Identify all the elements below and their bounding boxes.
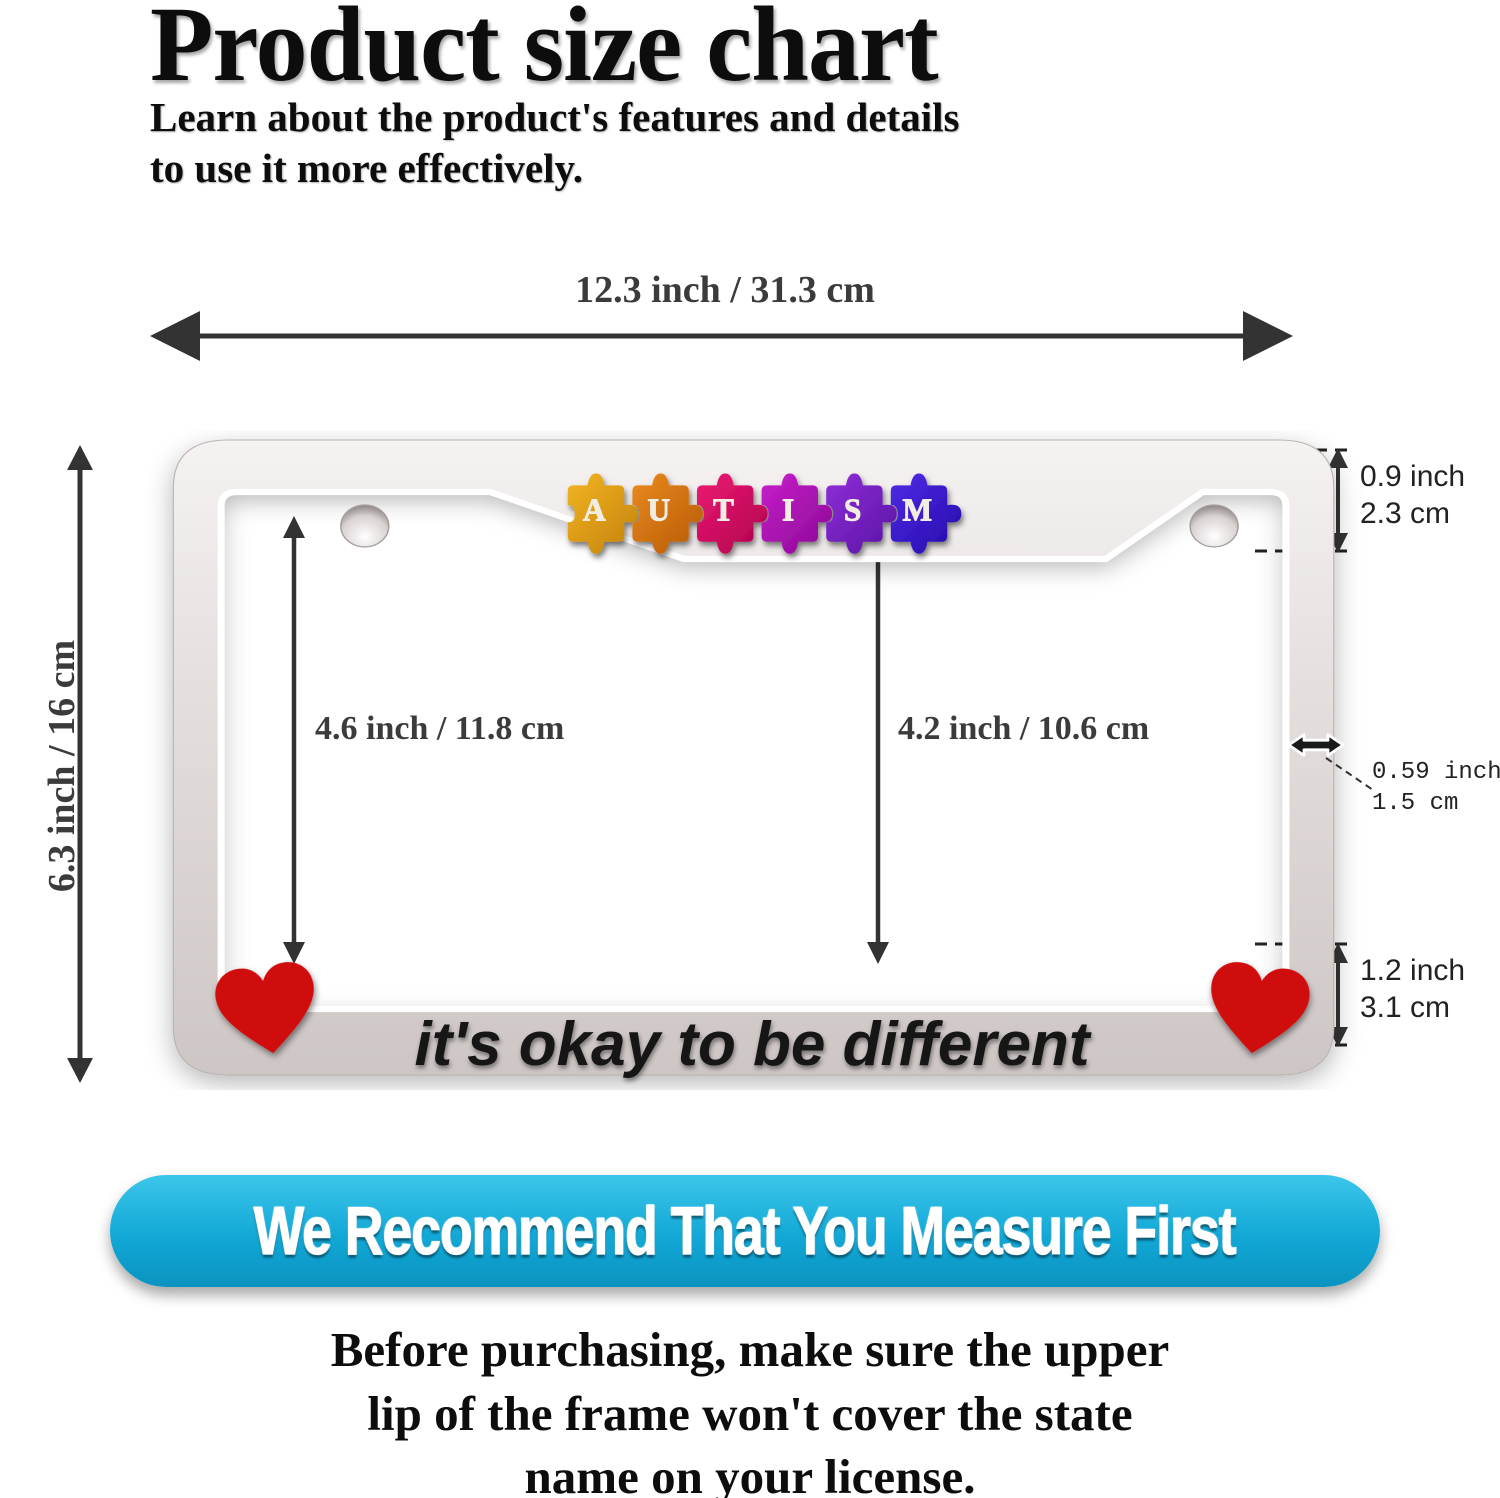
- svg-text:T: T: [713, 493, 734, 528]
- svg-text:I: I: [782, 493, 794, 528]
- svg-text:S: S: [844, 493, 861, 528]
- svg-text:U: U: [648, 493, 671, 528]
- svg-text:A: A: [583, 493, 606, 528]
- svg-text:M: M: [902, 493, 932, 528]
